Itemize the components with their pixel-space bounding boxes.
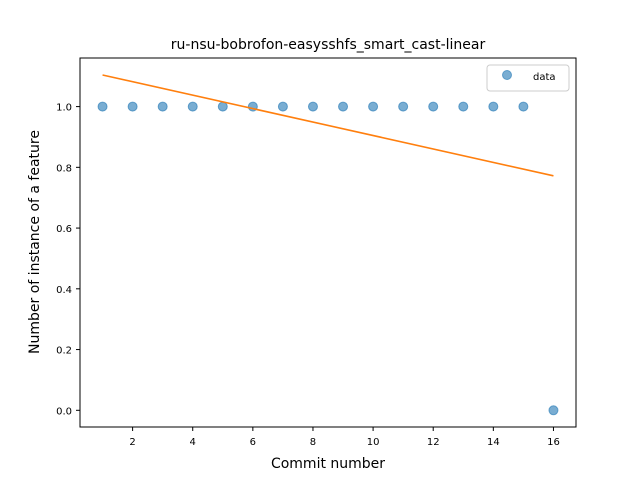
y-tick-label: 0.4: [56, 285, 72, 296]
fit-line: [102, 74, 554, 177]
data-point: [97, 101, 108, 112]
axis-ticks: 2 4 6 8 10 12 14 16 0.0 0.2 0.4 0.6 0.8 1.0: [56, 103, 560, 448]
y-axis-label: Number of instance of a feature: [27, 130, 43, 354]
data-point: [548, 405, 559, 416]
y-tick-label: 0.2: [56, 346, 72, 357]
data-point: [458, 101, 469, 112]
data-point: [217, 101, 228, 112]
data-point: [307, 101, 318, 112]
chart-title: ru-nsu-bobrofon-easysshfs_smart_cast-lin…: [171, 37, 486, 53]
legend: data: [486, 64, 570, 92]
x-tick-label: 10: [367, 437, 380, 448]
x-axis-label: Commit number: [271, 456, 385, 472]
x-tick-label: 6: [250, 437, 256, 448]
data-point: [157, 101, 168, 112]
y-tick-label: 0.6: [56, 224, 72, 235]
data-point: [488, 101, 499, 112]
data-point: [277, 101, 288, 112]
data-point: [398, 101, 409, 112]
y-tick-label: 0.8: [56, 163, 72, 174]
y-tick-label: 1.0: [56, 103, 72, 114]
data-point: [187, 101, 198, 112]
legend-label-data: data: [533, 72, 556, 83]
x-tick-label: 12: [427, 437, 440, 448]
axes-frame: [79, 57, 577, 428]
x-tick-label: 16: [547, 437, 560, 448]
data-point: [428, 101, 439, 112]
legend-box: [486, 64, 570, 92]
plot-area: [97, 74, 559, 416]
x-tick-label: 2: [129, 437, 135, 448]
x-tick-label: 14: [487, 437, 500, 448]
data-point: [127, 101, 138, 112]
x-tick-label: 4: [190, 437, 196, 448]
x-tick-label: 8: [310, 437, 316, 448]
data-point: [518, 101, 529, 112]
data-point: [338, 101, 349, 112]
data-point: [368, 101, 379, 112]
y-tick-label: 0.0: [56, 406, 72, 417]
legend-marker-data: [502, 70, 512, 80]
